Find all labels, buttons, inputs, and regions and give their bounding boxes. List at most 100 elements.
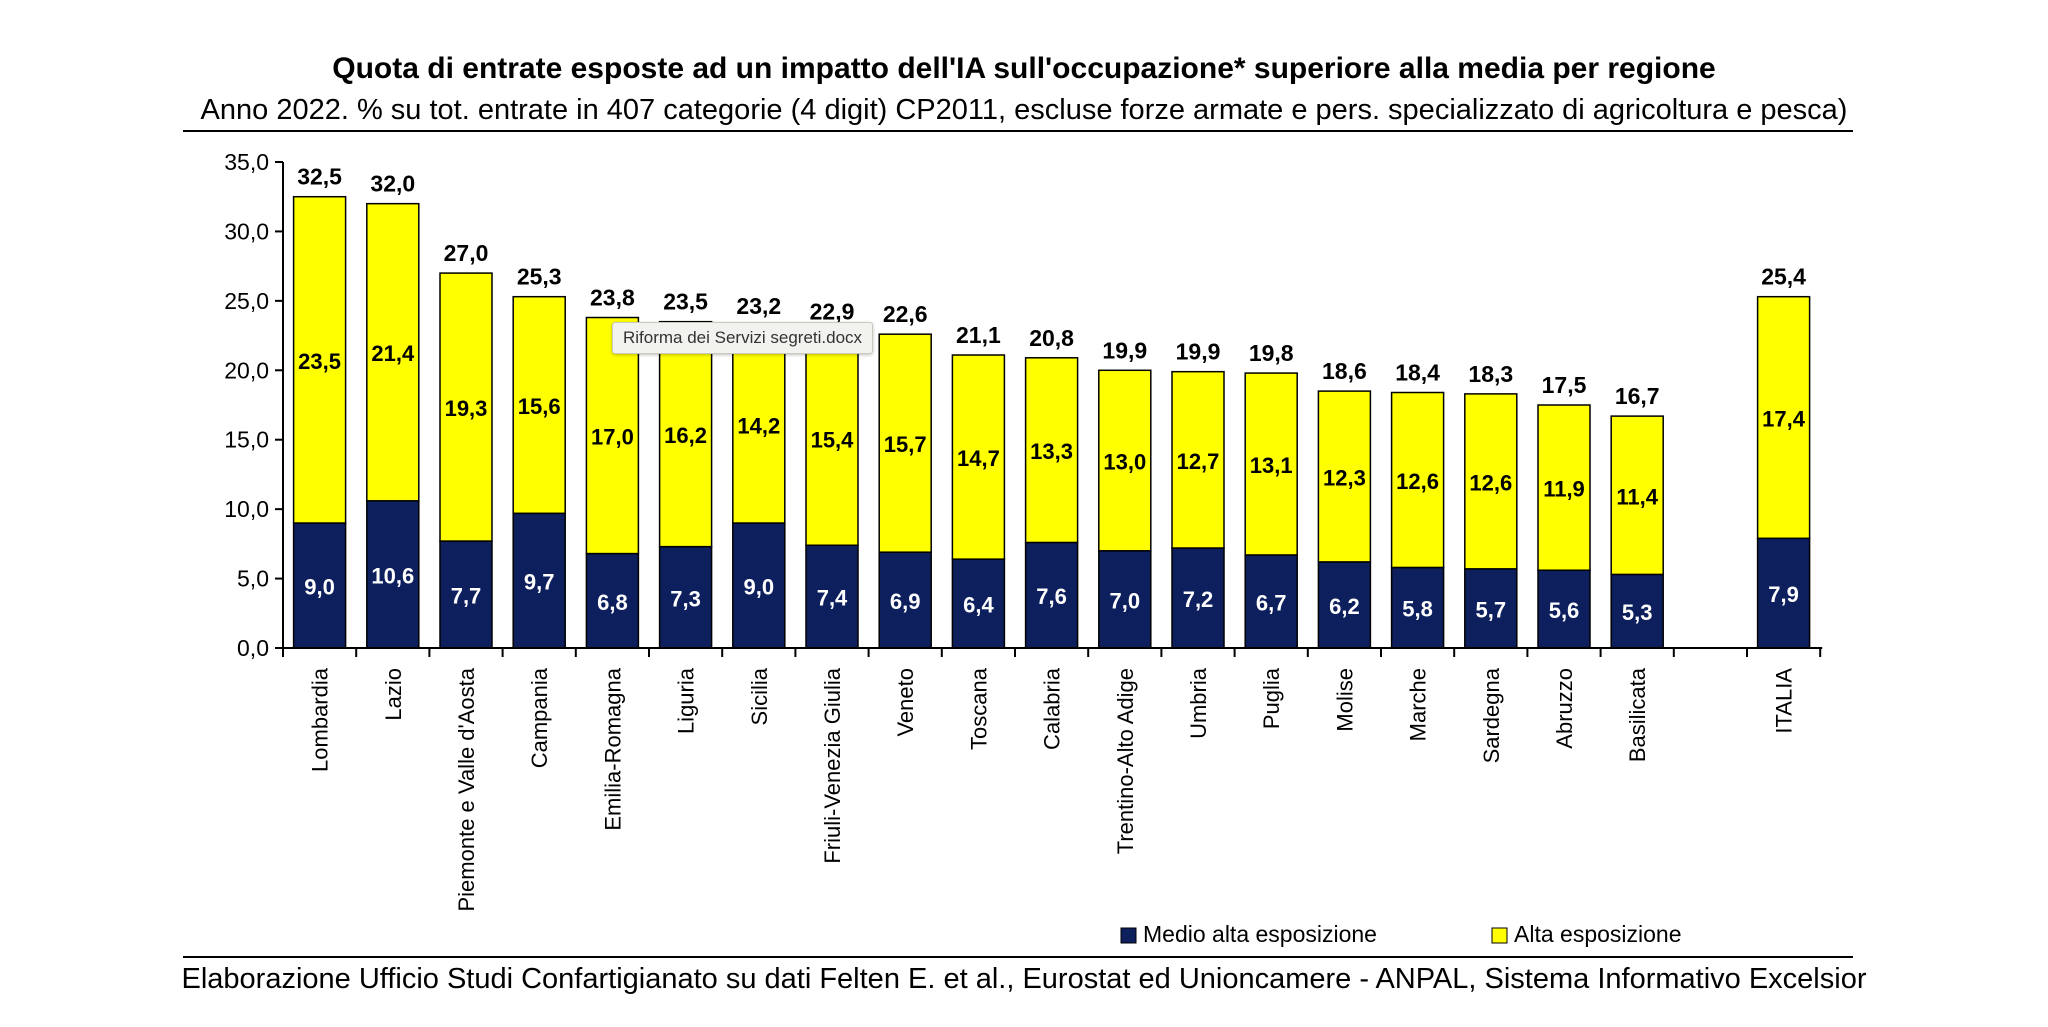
bar-medio-alta <box>1098 550 1152 649</box>
total-label: 18,3 <box>1468 361 1513 387</box>
legend-swatch-alta <box>1491 927 1508 944</box>
total-label: 27,0 <box>444 240 489 266</box>
total-label: 22,6 <box>883 301 928 327</box>
bar-alta <box>1098 369 1152 552</box>
value-label-alta: 15,4 <box>811 427 855 452</box>
bar-alta <box>512 295 566 515</box>
legend-label-medio-alta: Medio alta esposizione <box>1143 921 1377 947</box>
value-label-medio-alta: 9,0 <box>744 575 775 600</box>
value-label-medio-alta: 9,0 <box>304 575 335 600</box>
total-label: 23,2 <box>736 293 781 319</box>
value-label-medio-alta: 7,3 <box>670 586 701 611</box>
total-label: 17,5 <box>1542 372 1587 398</box>
bar-medio-alta <box>1537 569 1591 649</box>
bar-alta <box>878 333 932 553</box>
value-label-medio-alta: 9,7 <box>524 570 555 595</box>
x-category-label: Campania <box>527 667 552 768</box>
bar-medio-alta <box>951 558 1006 649</box>
y-tick-label: 35,0 <box>224 149 269 175</box>
value-label-medio-alta: 6,4 <box>963 593 994 618</box>
bar-alta <box>1317 390 1372 563</box>
value-label-alta: 16,2 <box>664 423 707 448</box>
bar-alta <box>292 195 347 524</box>
total-label: 23,8 <box>590 285 635 311</box>
value-label-alta: 13,3 <box>1030 439 1073 464</box>
source-note: Elaborazione Ufficio Studi Confartigiana… <box>181 963 1867 995</box>
bar-alta <box>1610 415 1664 576</box>
bar-medio-alta <box>1171 547 1225 649</box>
bar-alta <box>658 320 713 548</box>
value-label-alta: 15,7 <box>884 432 927 457</box>
y-tick-label: 0,0 <box>237 635 269 661</box>
y-tick-label: 25,0 <box>224 288 269 314</box>
x-category-label: Emilia-Romagna <box>600 667 625 830</box>
y-tick-label: 15,0 <box>224 427 269 453</box>
bar-alta <box>1464 393 1518 570</box>
bar-medio-alta <box>878 551 932 649</box>
bars-layer <box>292 195 1811 649</box>
total-label: 20,8 <box>1029 325 1074 351</box>
value-label-alta: 12,3 <box>1323 466 1366 491</box>
total-label: 32,5 <box>297 164 342 190</box>
y-tick-label: 5,0 <box>237 566 269 592</box>
x-category-label: Sardegna <box>1479 667 1504 763</box>
value-label-medio-alta: 7,2 <box>1183 587 1214 612</box>
x-category-label: Marche <box>1406 668 1431 741</box>
x-category-label: Molise <box>1332 668 1357 732</box>
value-label-alta: 23,5 <box>298 349 341 374</box>
legend-swatch-medio-alta <box>1120 927 1137 944</box>
total-label: 19,8 <box>1249 340 1294 366</box>
total-label: 19,9 <box>1102 337 1147 363</box>
total-label: 21,1 <box>956 322 1001 348</box>
value-label-medio-alta: 7,0 <box>1110 588 1141 613</box>
x-category-label: Liguria <box>674 667 699 734</box>
y-tick-label: 30,0 <box>224 218 269 244</box>
y-tick-label: 10,0 <box>224 496 269 522</box>
y-tick-label: 20,0 <box>224 357 269 383</box>
chart-subtitle: Anno 2022. % su tot. entrate in 407 cate… <box>200 94 1848 126</box>
total-label: 32,0 <box>370 171 415 197</box>
x-category-label: Calabria <box>1040 667 1065 750</box>
x-category-label: Abruzzo <box>1552 668 1577 749</box>
value-label-alta: 14,7 <box>957 446 1000 471</box>
value-label-medio-alta: 7,7 <box>451 584 482 609</box>
bar-medio-alta <box>1464 568 1518 649</box>
value-label-medio-alta: 5,3 <box>1622 600 1653 625</box>
value-label-alta: 21,4 <box>371 341 415 366</box>
x-category-label: ITALIA <box>1772 668 1797 734</box>
x-category-label: Piemonte e Valle d'Aosta <box>454 667 479 911</box>
x-category-label: Lazio <box>381 668 406 721</box>
value-label-alta: 13,1 <box>1250 453 1293 478</box>
bar-alta <box>366 202 420 502</box>
total-label: 19,9 <box>1176 339 1221 365</box>
value-label-alta: 12,6 <box>1396 469 1439 494</box>
bar-medio-alta <box>658 545 713 649</box>
value-label-medio-alta: 7,4 <box>817 586 848 611</box>
total-label: 16,7 <box>1615 383 1660 409</box>
total-label: 23,5 <box>663 289 708 315</box>
value-label-alta: 19,3 <box>445 396 488 421</box>
bar-medio-alta <box>292 522 347 649</box>
value-label-medio-alta: 7,9 <box>1768 582 1799 607</box>
x-category-label: Veneto <box>893 668 918 737</box>
legend-label-alta: Alta esposizione <box>1514 921 1682 947</box>
value-label-alta: 17,0 <box>591 425 634 450</box>
labels-layer: Lombardia 9,0 23,5 32,5 Lazio 10,6 21,4 32,0 Pie… <box>297 164 1806 912</box>
bar-alta <box>1244 372 1298 556</box>
value-label-medio-alta: 6,8 <box>597 590 628 615</box>
bar-medio-alta <box>1244 554 1298 649</box>
bar-alta <box>1756 295 1811 540</box>
x-category-label: Umbria <box>1186 667 1211 739</box>
value-label-medio-alta: 5,7 <box>1476 597 1507 622</box>
bar-alta <box>1537 404 1591 571</box>
bar-medio-alta <box>1756 537 1811 649</box>
bar-medio-alta <box>1024 541 1079 649</box>
x-category-label: Toscana <box>966 667 991 750</box>
total-label: 18,6 <box>1322 358 1367 384</box>
file-tooltip: Riforma dei Servizi segreti.docx <box>612 322 874 354</box>
x-category-label: Lombardia <box>308 667 333 772</box>
x-category-label: Sicilia <box>747 667 772 725</box>
legend: Medio alta esposizione Alta esposizione <box>1120 921 1682 947</box>
value-label-medio-alta: 7,6 <box>1036 584 1067 609</box>
